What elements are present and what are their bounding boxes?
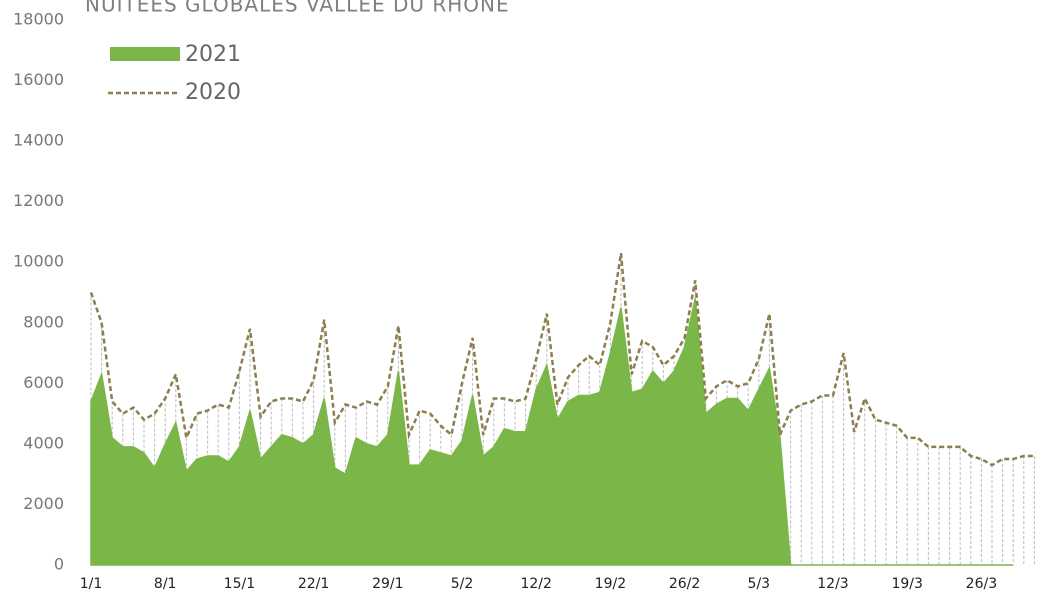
x-tick-label: 5/3 — [748, 576, 771, 592]
legend-label: 2020 — [185, 80, 241, 105]
x-tick-label: 5/2 — [451, 576, 474, 592]
y-tick-label: 6000 — [23, 373, 64, 392]
x-tick-label: 19/3 — [891, 576, 922, 592]
y-tick-label: 18000 — [13, 10, 64, 29]
x-tick-label: 1/1 — [80, 576, 103, 592]
x-tick-label: 8/1 — [154, 576, 177, 592]
legend-label: 2021 — [185, 42, 241, 67]
x-tick-label: 26/3 — [966, 576, 997, 592]
x-tick-label: 15/1 — [224, 576, 255, 592]
y-tick-label: 10000 — [13, 252, 64, 271]
legend-swatch — [110, 47, 180, 61]
y-tick-label: 12000 — [13, 191, 64, 210]
y-tick-label: 4000 — [23, 433, 64, 452]
line-2020 — [89, 252, 1035, 467]
y-tick-label: 16000 — [13, 70, 64, 89]
y-tick-label: 0 — [54, 555, 64, 574]
x-tick-label: 19/2 — [595, 576, 626, 592]
x-tick-label: 26/2 — [669, 576, 700, 592]
y-tick-label: 14000 — [13, 131, 64, 150]
y-tick-label: 2000 — [23, 494, 64, 513]
area-2021 — [90, 298, 1014, 566]
y-tick-label: 8000 — [23, 312, 64, 331]
chart-title: NUITÉES GLOBALES VALLÉE DU RHÔNE — [85, 0, 510, 17]
x-tick-label: 29/1 — [372, 576, 403, 592]
x-tick-label: 12/2 — [520, 576, 551, 592]
x-tick-label: 22/1 — [298, 576, 329, 592]
x-tick-label: 12/3 — [817, 576, 848, 592]
